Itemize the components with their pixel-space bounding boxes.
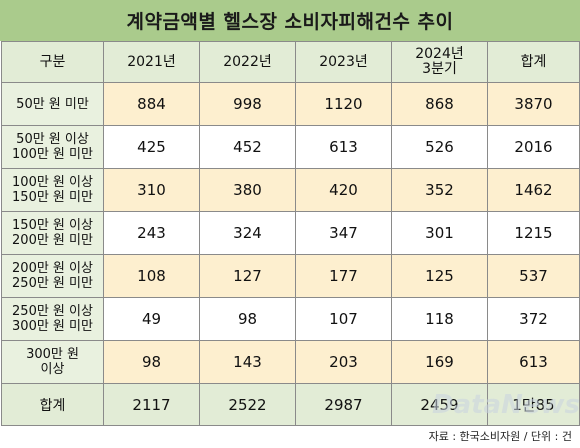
table-cell: 868	[391, 82, 488, 126]
table-cell: 347	[295, 211, 392, 255]
table-cell: 3870	[487, 82, 580, 126]
table-cell: 169	[391, 340, 488, 384]
table-cell: 420	[295, 168, 392, 212]
row-label: 200만 원 이상 250만 원 미만	[1, 254, 104, 298]
total-cell: 2117	[103, 383, 200, 426]
total-cell: 2987	[295, 383, 392, 426]
row-label: 100만 원 이상 150만 원 미만	[1, 168, 104, 212]
table-cell: 1215	[487, 211, 580, 255]
table-cell: 884	[103, 82, 200, 126]
table-cell: 380	[199, 168, 296, 212]
row-label: 300만 원 이상	[1, 340, 104, 384]
table-cell: 998	[199, 82, 296, 126]
row-label: 250만 원 이상 300만 원 미만	[1, 297, 104, 341]
column-header: 2022년	[199, 41, 296, 83]
row-label: 50만 원 이상 100만 원 미만	[1, 125, 104, 169]
watermark-logo: DataNews	[432, 390, 580, 420]
table-cell: 98	[103, 340, 200, 384]
table-cell: 1462	[487, 168, 580, 212]
table-cell: 203	[295, 340, 392, 384]
table-row: 50만 원 미만 884 998 1120 868 3870	[1, 82, 580, 126]
source-note: 자료 : 한국소비자원 / 단위 : 건	[428, 430, 572, 443]
table-cell: 537	[487, 254, 580, 298]
table-cell: 301	[391, 211, 488, 255]
column-header: 2023년	[295, 41, 392, 83]
data-table: 구분 2021년 2022년 2023년 2024년 3분기 합계 50만 원 미만 884 9…	[1, 41, 580, 426]
table-cell: 98	[199, 297, 296, 341]
table-cell: 372	[487, 297, 580, 341]
table-cell: 352	[391, 168, 488, 212]
chart-title: 계약금액별 헬스장 소비자피해건수 추이	[0, 0, 580, 41]
table-cell: 177	[295, 254, 392, 298]
total-cell: 2522	[199, 383, 296, 426]
table-cell: 125	[391, 254, 488, 298]
total-row: 합계 2117 2522 2987 2459 1만85	[1, 383, 580, 426]
table-cell: 613	[295, 125, 392, 169]
row-label: 150만 원 이상 200만 원 미만	[1, 211, 104, 255]
total-cell: 2459	[391, 383, 488, 426]
table-cell: 452	[199, 125, 296, 169]
table-row: 150만 원 이상 200만 원 미만 243 324 347 301 1215	[1, 211, 580, 255]
table-row: 300만 원 이상 98 143 203 169 613	[1, 340, 580, 384]
table-cell: 49	[103, 297, 200, 341]
column-header: 2024년 3분기	[391, 41, 488, 83]
column-header: 합계	[487, 41, 580, 83]
table-cell: 613	[487, 340, 580, 384]
column-header-category: 구분	[1, 41, 104, 83]
table-row: 50만 원 이상 100만 원 미만 425 452 613 526 2016	[1, 125, 580, 169]
table-cell: 127	[199, 254, 296, 298]
table-cell: 310	[103, 168, 200, 212]
row-label: 50만 원 미만	[1, 82, 104, 126]
table-cell: 425	[103, 125, 200, 169]
column-header: 2021년	[103, 41, 200, 83]
table-row: 200만 원 이상 250만 원 미만 108 127 177 125 537	[1, 254, 580, 298]
table-cell: 1120	[295, 82, 392, 126]
table-cell: 118	[391, 297, 488, 341]
total-cell: 1만85	[487, 383, 580, 426]
table-cell: 143	[199, 340, 296, 384]
header-row: 구분 2021년 2022년 2023년 2024년 3분기 합계	[1, 41, 580, 83]
table-cell: 243	[103, 211, 200, 255]
table-row: 100만 원 이상 150만 원 미만 310 380 420 352 1462	[1, 168, 580, 212]
table-cell: 526	[391, 125, 488, 169]
table-cell: 2016	[487, 125, 580, 169]
table-row: 250만 원 이상 300만 원 미만 49 98 107 118 372	[1, 297, 580, 341]
total-label: 합계	[1, 383, 104, 426]
table-cell: 107	[295, 297, 392, 341]
table-cell: 108	[103, 254, 200, 298]
table-cell: 324	[199, 211, 296, 255]
